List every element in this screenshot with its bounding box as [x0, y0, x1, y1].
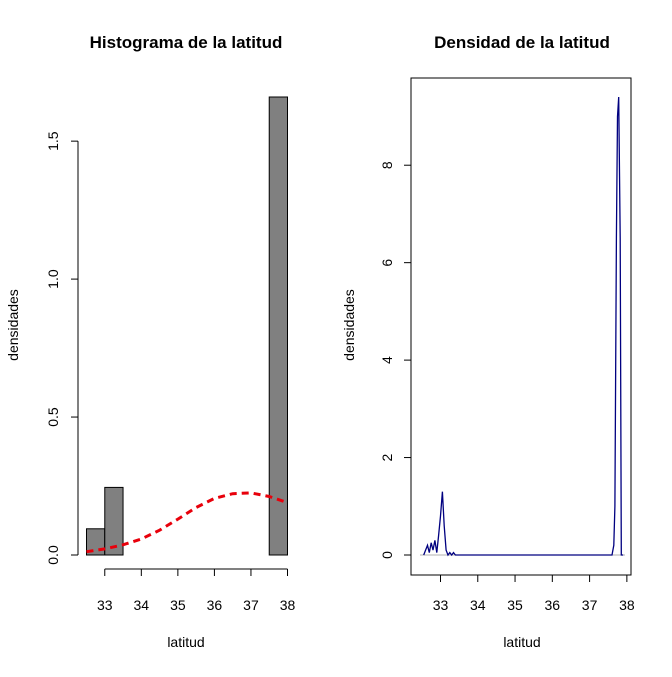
- density-plot-box: [410, 77, 632, 576]
- histogram-ylabel: densidades: [5, 289, 21, 361]
- x-tick-label: 34: [134, 597, 150, 613]
- x-tick-label: 38: [280, 597, 296, 613]
- x-tick-label: 35: [170, 597, 186, 613]
- x-tick-label: 33: [97, 597, 113, 613]
- histogram-title: Histograma de la latitud: [90, 33, 283, 52]
- x-tick-label: 33: [433, 597, 449, 613]
- y-tick-label: 4: [379, 356, 395, 364]
- histogram-panel: Histograma de la latitud latitud densida…: [5, 33, 295, 650]
- y-tick-label: 8: [379, 161, 395, 169]
- density-y-axis: 0 2 4 6 8: [379, 161, 412, 559]
- x-tick-label: 36: [207, 597, 223, 613]
- density-curve: [423, 96, 624, 557]
- density-panel: Densidad de la latitud latitud densidade…: [341, 33, 635, 650]
- x-tick-label: 35: [507, 597, 523, 613]
- x-tick-label: 36: [545, 597, 561, 613]
- y-tick-label: 0.5: [45, 407, 61, 427]
- histogram-bar: [104, 486, 124, 556]
- histogram-bars: [86, 96, 288, 556]
- histogram-y-axis: 0.0 0.5 1.0 1.5: [45, 131, 79, 565]
- x-tick-label: 37: [582, 597, 598, 613]
- x-tick-label: 34: [470, 597, 486, 613]
- histogram-x-axis: 33 34 35 36 37 38: [97, 568, 296, 613]
- density-ylabel: densidades: [341, 289, 357, 361]
- y-tick-label: 1.0: [45, 269, 61, 289]
- y-tick-label: 6: [379, 259, 395, 267]
- y-tick-label: 2: [379, 453, 395, 461]
- y-tick-label: 0: [379, 551, 395, 559]
- x-tick-label: 38: [619, 597, 635, 613]
- x-tick-label: 37: [243, 597, 259, 613]
- histogram-xlabel: latitud: [167, 634, 204, 650]
- density-title: Densidad de la latitud: [434, 33, 610, 52]
- density-x-axis: 33 34 35 36 37 38: [433, 574, 635, 613]
- y-tick-label: 0.0: [45, 545, 61, 565]
- density-xlabel: latitud: [503, 634, 540, 650]
- y-tick-label: 1.5: [45, 131, 61, 151]
- histogram-bar: [268, 96, 288, 556]
- density-overlay-curve: [86, 491, 288, 554]
